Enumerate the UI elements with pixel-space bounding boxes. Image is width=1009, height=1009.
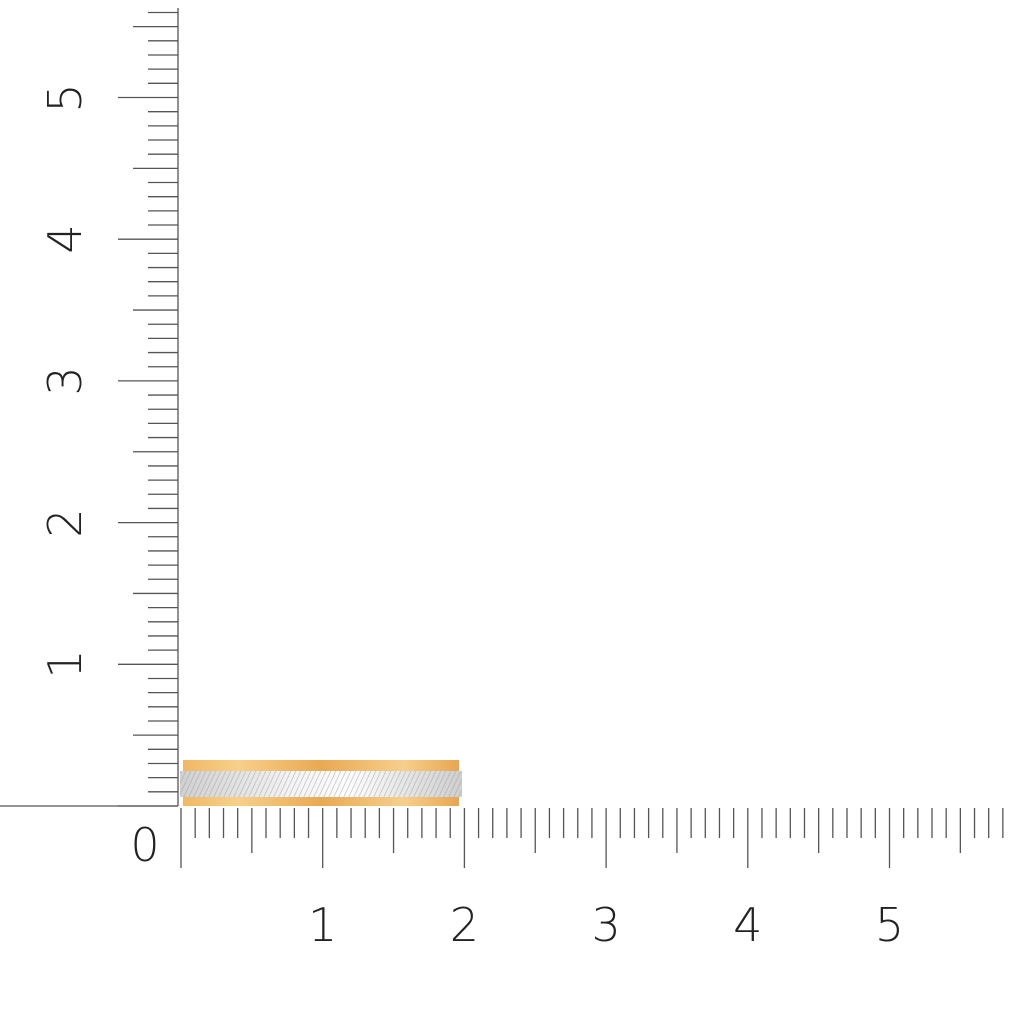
x-unit-label: 5 (874, 898, 905, 952)
y-unit-label: 3 (38, 366, 92, 396)
y-unit-label: 1 (38, 649, 92, 679)
x-unit-label: 3 (591, 898, 621, 952)
x-unit-label: 4 (733, 898, 763, 952)
x-unit-label: 1 (308, 898, 338, 952)
x-unit-label: 2 (449, 898, 480, 952)
y-unit-label: 2 (38, 507, 92, 538)
ring-image (180, 760, 462, 806)
y-unit-label: 4 (38, 224, 92, 254)
gold-bottom-band (183, 797, 459, 806)
y-unit-label: 5 (38, 82, 92, 113)
gold-top-band (183, 760, 459, 771)
origin-label: 0 (130, 818, 160, 872)
